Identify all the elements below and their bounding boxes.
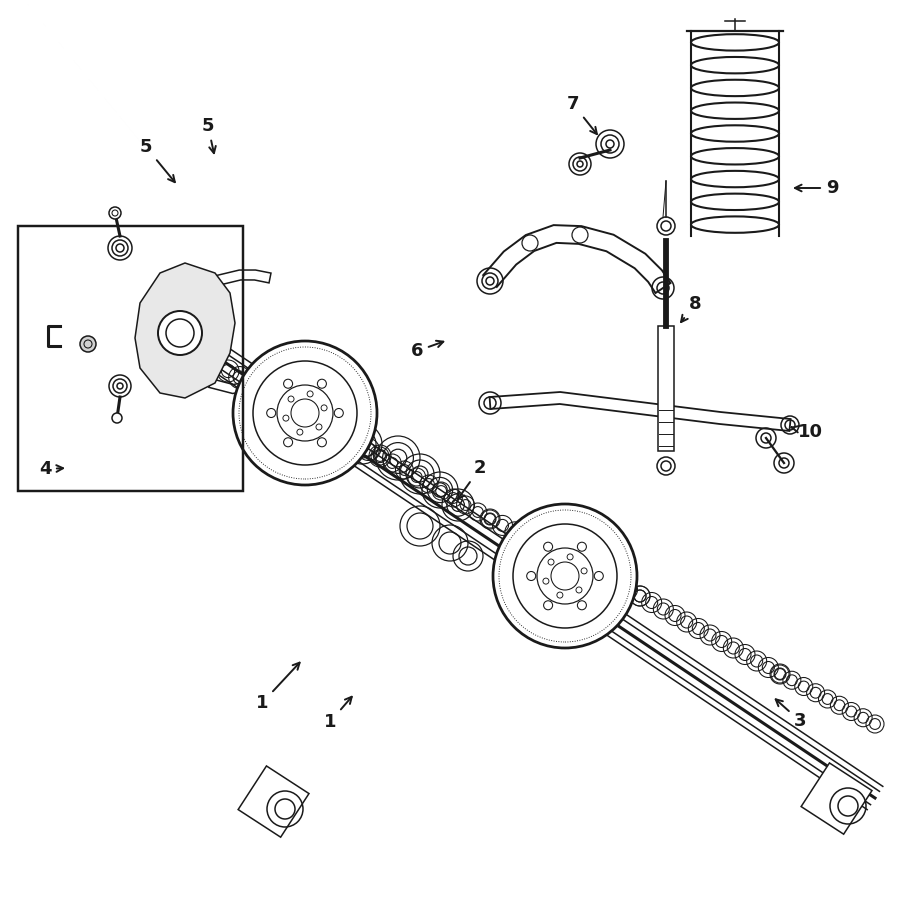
Bar [18,226,243,491]
Ellipse shape [691,217,779,233]
Circle shape [577,601,587,610]
Circle shape [307,390,313,397]
Polygon shape [483,225,671,293]
Polygon shape [135,263,235,398]
Text: 5: 5 [140,138,175,182]
Ellipse shape [691,80,779,96]
Text: 8: 8 [681,295,701,322]
Circle shape [109,207,121,219]
Circle shape [544,601,553,610]
Circle shape [548,559,554,565]
Text: 1: 1 [324,697,351,731]
Circle shape [595,572,603,581]
Text: 10: 10 [791,423,823,441]
Text: 9: 9 [795,179,838,197]
Circle shape [316,424,322,430]
Circle shape [233,341,377,485]
Circle shape [527,572,535,581]
Circle shape [288,396,294,402]
Circle shape [577,542,587,551]
Ellipse shape [691,57,779,73]
Circle shape [158,311,202,355]
Text: 4: 4 [38,460,63,478]
Text: 6: 6 [411,341,444,360]
Circle shape [284,438,293,447]
Circle shape [581,568,587,573]
Circle shape [296,429,303,435]
Polygon shape [802,763,872,834]
Text: 3: 3 [776,699,806,730]
Circle shape [493,504,637,648]
Circle shape [486,277,494,285]
Text: 1: 1 [256,662,299,712]
Circle shape [482,273,498,289]
Circle shape [112,413,122,423]
Bar [689,31,781,236]
Ellipse shape [691,125,779,141]
Ellipse shape [691,102,779,119]
Text: 2: 2 [458,459,486,499]
Text: 7: 7 [566,95,597,134]
Polygon shape [209,379,251,393]
Circle shape [284,380,293,389]
Ellipse shape [691,34,779,51]
Circle shape [576,587,582,593]
Polygon shape [214,270,271,286]
Circle shape [283,415,289,421]
Ellipse shape [691,171,779,188]
Polygon shape [490,392,791,431]
Circle shape [80,336,96,352]
Circle shape [266,409,275,418]
Circle shape [544,542,553,551]
Circle shape [318,380,327,389]
Text: 5: 5 [201,117,216,153]
FancyBboxPatch shape [658,326,674,451]
Circle shape [557,593,563,598]
Circle shape [567,554,573,560]
Ellipse shape [691,194,779,210]
Circle shape [321,405,327,411]
Circle shape [318,438,327,447]
Ellipse shape [691,148,779,165]
Circle shape [334,409,343,418]
Circle shape [543,578,549,584]
Polygon shape [238,766,309,837]
